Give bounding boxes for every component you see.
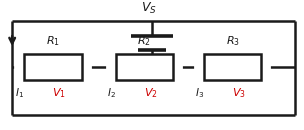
Bar bbox=[204, 54, 261, 80]
Bar bbox=[24, 54, 82, 80]
Text: $V_2$: $V_2$ bbox=[143, 86, 157, 100]
Text: $I_2$: $I_2$ bbox=[106, 86, 116, 100]
Bar bbox=[116, 54, 173, 80]
Text: $V_S$: $V_S$ bbox=[141, 1, 157, 16]
Text: $V_3$: $V_3$ bbox=[232, 86, 246, 100]
Text: $R_1$: $R_1$ bbox=[46, 34, 60, 48]
Text: $R_2$: $R_2$ bbox=[137, 34, 151, 48]
Text: $R_3$: $R_3$ bbox=[226, 34, 240, 48]
Text: $I_S$: $I_S$ bbox=[164, 54, 175, 70]
Text: $I_3$: $I_3$ bbox=[195, 86, 204, 100]
Text: $V_1$: $V_1$ bbox=[52, 86, 66, 100]
Text: $I_1$: $I_1$ bbox=[15, 86, 24, 100]
